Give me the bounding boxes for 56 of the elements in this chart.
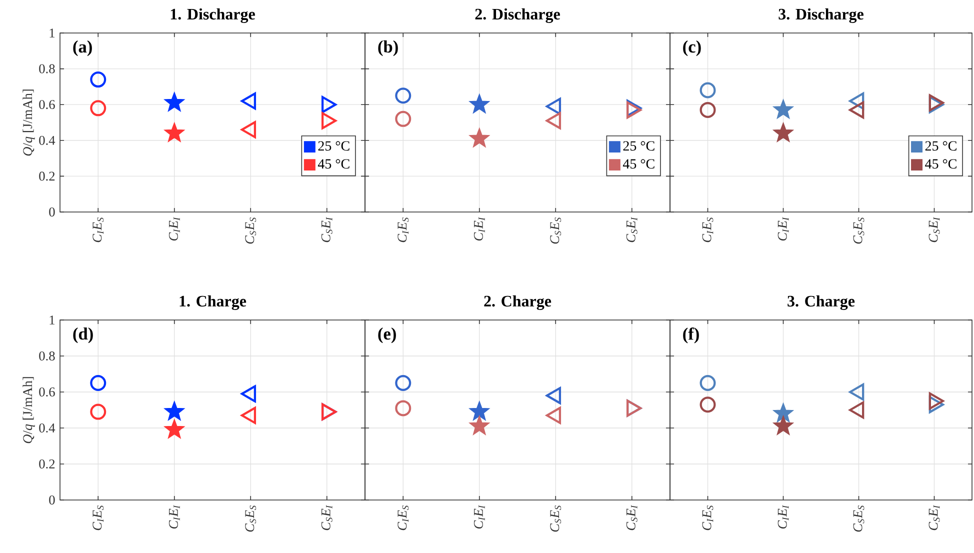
annotation: (b) [378,40,398,56]
x-tick-label: C$_{I}$E$_{I}$ [778,217,789,241]
y-tick-label: 0.4 [39,423,56,433]
annotation: (e) [378,327,396,344]
x-tick-label: C$_{S}$E$_{I}$ [321,217,332,242]
legend-label: 45 °C [622,159,654,169]
y-axis-title: Q/q [J/mAh] [22,377,35,444]
x-tick-label: C$_{I}$E$_{I}$ [474,505,485,529]
y-tick-label: 0.4 [39,136,56,145]
x-tick-label: C$_{S}$E$_{S}$ [550,506,562,532]
legend-label: 45 °C [925,159,956,169]
x-tick-label: C$_{I}$E$_{S}$ [398,218,409,242]
legend-label: 45 °C [318,159,350,169]
x-tick-label: C$_{I}$E$_{S}$ [702,506,714,530]
x-tick-label: C$_{S}$E$_{I}$ [928,217,940,242]
x-tick-label: C$_{S}$E$_{I}$ [626,505,638,530]
y-tick-label: 1 [50,28,54,38]
annotation: (a) [73,40,92,56]
chart-title: 3. Charge [788,295,855,310]
chart-title: 1. Charge [180,295,246,310]
chart-title: 2. Charge [484,295,552,310]
y-tick-label: 0.2 [39,172,55,181]
x-tick-label: C$_{I}$E$_{I}$ [168,217,180,241]
x-tick-label: C$_{S}$E$_{S}$ [245,506,256,532]
x-tick-label: C$_{I}$E$_{I}$ [778,505,789,529]
y-tick-label: 0.6 [39,100,55,110]
x-tick-label: C$_{S}$E$_{I}$ [928,505,940,530]
chart-title: 3. Discharge [778,8,864,23]
y-tick-label: 0 [49,208,55,216]
annotation: (c) [683,40,701,56]
x-tick-label: C$_{I}$E$_{S}$ [702,218,714,242]
y-tick-label: 0.8 [39,351,55,361]
x-tick-label: C$_{S}$E$_{I}$ [321,505,332,530]
annotation: (d) [73,327,93,344]
y-tick-label: 1 [50,316,54,324]
x-tick-label: C$_{S}$E$_{S}$ [245,218,256,244]
x-tick-label: C$_{S}$E$_{I}$ [626,217,638,242]
x-tick-label: C$_{I}$E$_{I}$ [474,217,485,241]
x-tick-label: C$_{S}$E$_{S}$ [853,506,864,532]
x-tick-label: C$_{S}$E$_{S}$ [550,218,562,244]
y-tick-label: 0.6 [39,387,55,397]
x-tick-label: C$_{I}$E$_{S}$ [398,506,409,530]
x-tick-label: C$_{I}$E$_{S}$ [92,218,104,242]
chart-title: 1. Discharge [170,8,255,23]
legend-label: 25 °C [925,141,956,151]
chart-title: 2. Discharge [475,8,560,23]
x-tick-label: C$_{I}$E$_{I}$ [168,505,180,529]
annotation: (f) [683,327,699,344]
legend-label: 25 °C [623,141,654,151]
y-tick-label: 0 [49,496,55,504]
y-tick-label: 0.2 [39,459,55,469]
legend-label: 25 °C [318,141,350,151]
x-tick-label: C$_{S}$E$_{S}$ [853,218,864,244]
y-tick-label: 0.8 [39,64,55,74]
x-tick-label: C$_{I}$E$_{S}$ [92,506,104,530]
y-axis-title: Q/q [J/mAh] [22,90,35,156]
